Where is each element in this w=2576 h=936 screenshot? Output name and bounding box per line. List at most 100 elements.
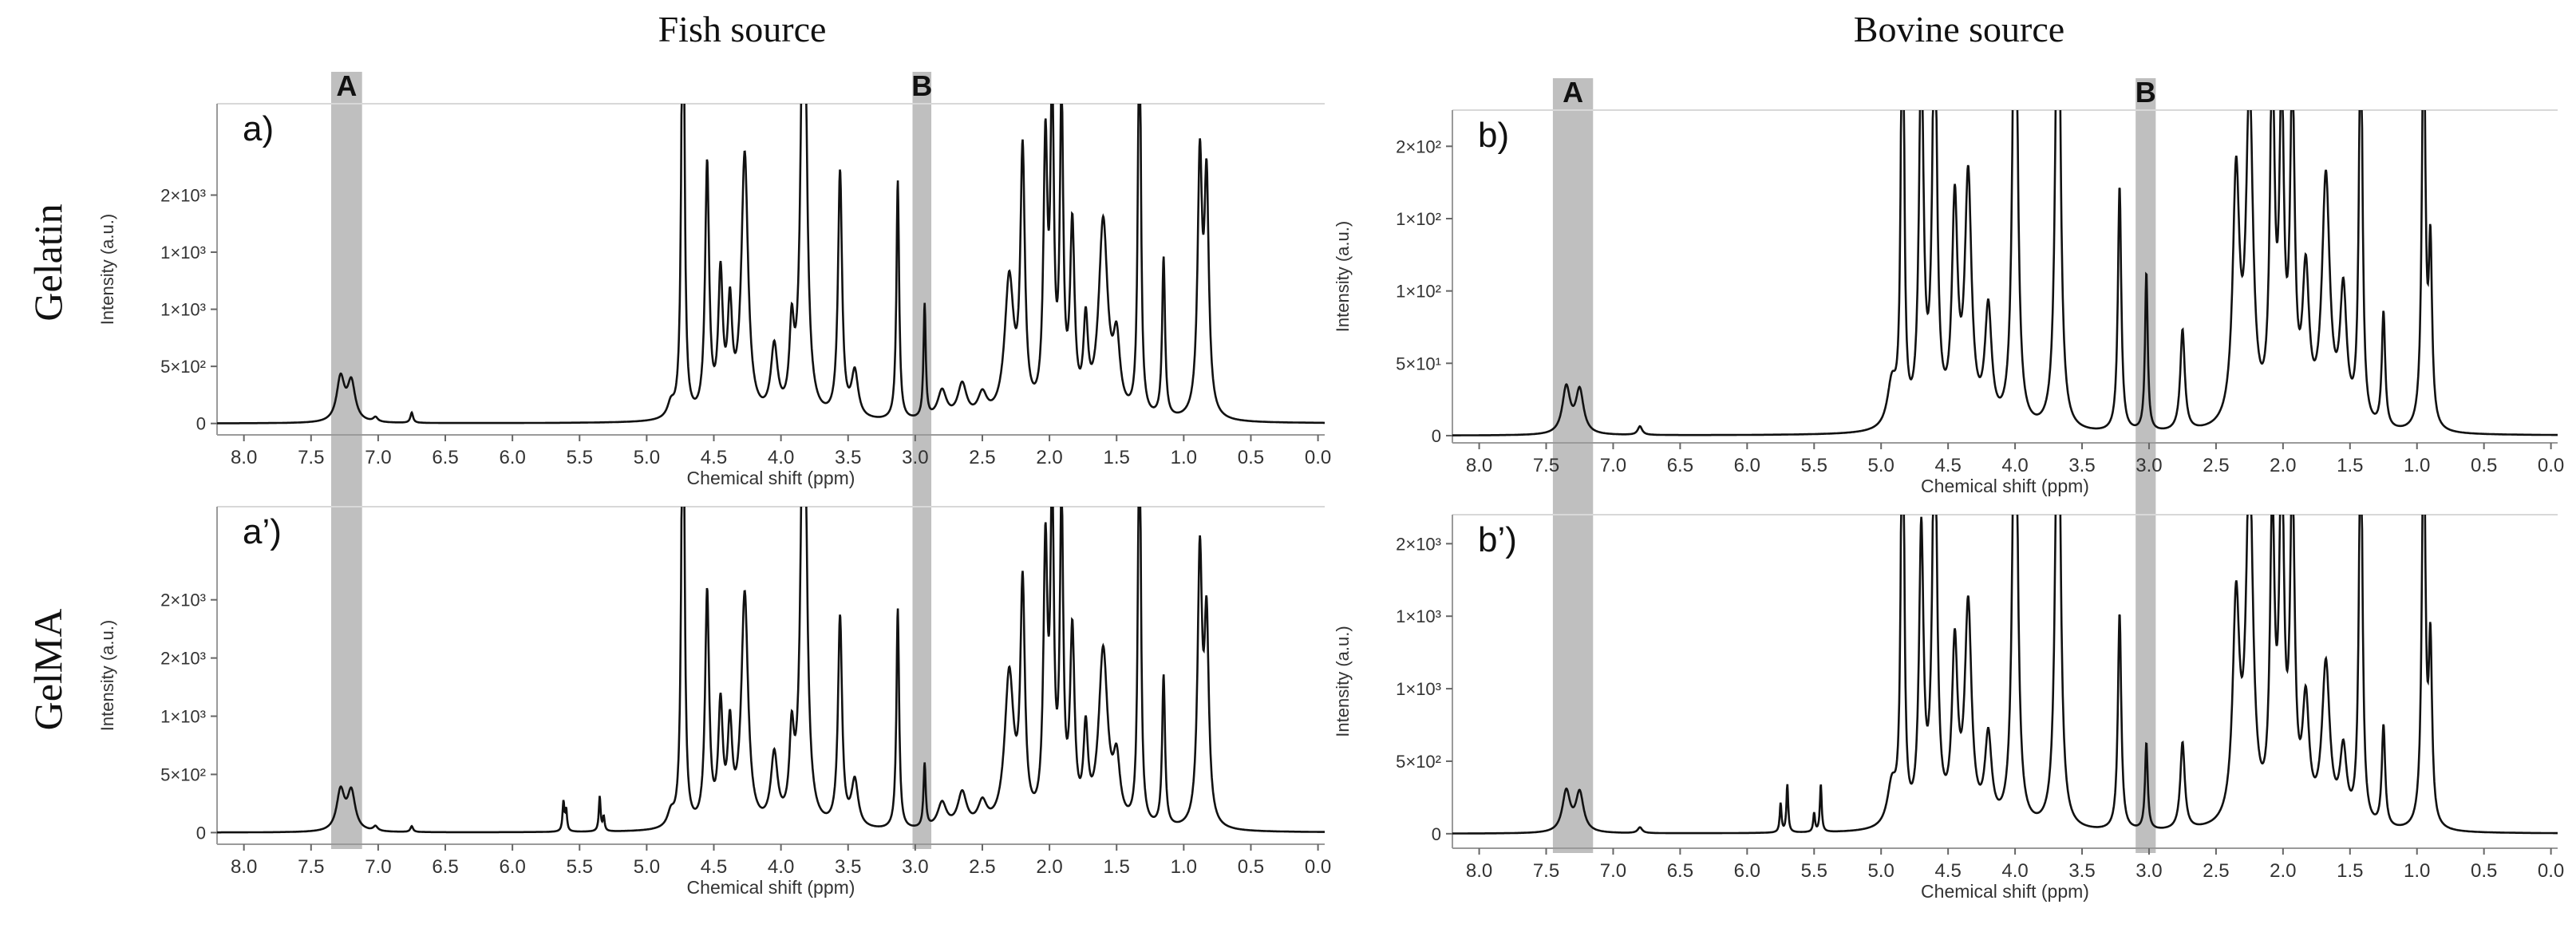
x-tick-label: 2.5: [2203, 860, 2229, 882]
x-tick-label: 5.5: [567, 447, 593, 468]
x-tick-label: 7.0: [1600, 455, 1626, 476]
x-tick-label: 8.0: [1466, 860, 1492, 882]
y-axis-label: Intensity (a.u.): [1333, 626, 1353, 737]
y-tick-label: 1×10²: [1396, 209, 1441, 229]
x-tick-label: 0.5: [2471, 860, 2497, 882]
x-tick-label: 0.0: [2538, 455, 2564, 476]
x-tick-label: 5.0: [634, 447, 660, 468]
y-tick-label: 5×10²: [1396, 752, 1441, 772]
x-tick-label: 1.0: [1171, 856, 1197, 878]
x-tick-label: 4.5: [1934, 860, 1961, 882]
highlight-label-b: B: [2135, 76, 2156, 109]
x-tick-label: 6.5: [1667, 860, 1693, 882]
x-tick-label: 1.5: [2337, 860, 2363, 882]
y-tick-label: 0: [196, 414, 206, 434]
x-tick-label: 1.0: [2404, 455, 2430, 476]
y-tick-label: 5×10²: [160, 357, 206, 377]
panel-label: a): [243, 109, 274, 148]
highlight-band-b: [912, 72, 932, 849]
x-tick-label: 8.0: [231, 447, 257, 468]
x-tick-label: 3.0: [2135, 860, 2162, 882]
y-axis-label: Intensity (a.u.): [97, 214, 117, 325]
x-tick-label: 6.5: [1667, 455, 1693, 476]
x-tick-label: 4.5: [701, 447, 727, 468]
x-tick-label: 2.5: [969, 447, 995, 468]
x-tick-label: 4.5: [701, 856, 727, 878]
x-tick-label: 4.5: [1934, 455, 1961, 476]
highlight-label-a: A: [336, 69, 357, 102]
y-tick-label: 2×10³: [160, 185, 206, 205]
y-tick-label: 1×10³: [160, 707, 206, 727]
x-tick-label: 3.5: [2068, 455, 2095, 476]
spectrum-panel-3: 8.0 7.5 7.0 6.5 6.0 5.5 5.0 4.5 4.0 3.5 3.0 2.5 2.0 1…: [97, 506, 1331, 898]
x-tick-label: 7.5: [298, 856, 324, 878]
x-tick-label: 8.0: [1466, 455, 1492, 476]
x-tick-label: 6.0: [499, 856, 525, 878]
x-tick-label: 2.5: [969, 856, 995, 878]
y-tick-label: 2×10³: [160, 590, 206, 610]
y-tick-label: 2×10³: [160, 649, 206, 669]
y-tick-label: 5×10²: [160, 764, 206, 784]
x-tick-label: 2.0: [2270, 455, 2296, 476]
x-tick-label: 3.5: [835, 447, 861, 468]
y-axis-label: Intensity (a.u.): [1333, 221, 1353, 332]
x-tick-label: 2.0: [1036, 856, 1062, 878]
x-tick-label: 0.0: [2538, 860, 2564, 882]
y-tick-label: 0: [1432, 426, 1441, 446]
x-tick-label: 6.0: [1734, 455, 1760, 476]
y-axis-label: Intensity (a.u.): [97, 620, 117, 731]
x-tick-label: 7.5: [298, 447, 324, 468]
spectrum-line: [1452, 515, 2558, 835]
x-tick-label: 5.5: [1801, 455, 1827, 476]
highlight-label-a: A: [1563, 76, 1583, 109]
spectrum-panel-1: 8.0 7.5 7.0 6.5 6.0 5.5 5.0 4.5 4.0 3.5 3.0 2.5 2.0 1…: [97, 103, 1331, 488]
highlight-band-b: [2135, 78, 2156, 853]
x-tick-label: 1.0: [1171, 447, 1197, 468]
x-tick-label: 8.0: [231, 856, 257, 878]
y-tick-label: 5×10¹: [1396, 353, 1441, 373]
x-tick-label: 4.0: [2001, 860, 2028, 882]
column-title-fish: Fish source: [658, 9, 827, 49]
x-tick-label: 0.0: [1305, 447, 1331, 468]
highlight-band-a: [1552, 78, 1594, 853]
spectrum-panel-4: 8.0 7.5 7.0 6.5 6.0 5.5 5.0 4.5 4.0 3.5 3.0 2.5 2.0 1…: [1333, 514, 2564, 902]
x-tick-label: 1.5: [2337, 455, 2363, 476]
x-tick-label: 2.5: [2203, 455, 2229, 476]
panel-label: b’): [1478, 520, 1517, 559]
x-tick-label: 5.0: [1868, 860, 1894, 882]
x-tick-label: 7.0: [365, 856, 391, 878]
x-tick-label: 5.0: [634, 856, 660, 878]
x-tick-label: 6.0: [499, 447, 525, 468]
x-axis-label: Chemical shift (ppm): [1921, 476, 2089, 496]
highlight-band-a: [331, 72, 362, 849]
y-tick-label: 2×10³: [1396, 534, 1441, 554]
x-tick-label: 6.5: [432, 856, 458, 878]
y-tick-label: 1×10³: [1396, 679, 1441, 699]
column-title-bovine: Bovine source: [1853, 9, 2065, 49]
x-tick-label: 6.0: [1734, 860, 1760, 882]
x-tick-label: 4.0: [768, 447, 794, 468]
x-tick-label: 5.0: [1868, 455, 1894, 476]
y-tick-label: 2×10²: [1396, 136, 1441, 156]
x-tick-label: 6.5: [432, 447, 458, 468]
x-tick-label: 1.5: [1104, 856, 1130, 878]
x-tick-label: 3.5: [2068, 860, 2095, 882]
spectrum-line: [1452, 110, 2558, 436]
y-tick-label: 1×10³: [1396, 606, 1441, 626]
x-tick-label: 2.0: [2270, 860, 2296, 882]
y-tick-label: 0: [196, 823, 206, 843]
x-tick-label: 3.0: [902, 447, 928, 468]
x-tick-label: 5.5: [1801, 860, 1827, 882]
x-tick-label: 0.5: [1238, 447, 1264, 468]
x-axis-label: Chemical shift (ppm): [687, 877, 855, 898]
x-tick-label: 7.0: [1600, 860, 1626, 882]
spectrum-line: [217, 104, 1325, 425]
x-tick-label: 3.0: [2135, 455, 2162, 476]
x-tick-label: 4.0: [2001, 455, 2028, 476]
x-tick-label: 0.0: [1305, 856, 1331, 878]
y-tick-label: 0: [1432, 824, 1441, 844]
x-tick-label: 3.5: [835, 856, 861, 878]
x-axis-label: Chemical shift (ppm): [1921, 881, 2089, 902]
x-tick-label: 2.0: [1036, 447, 1062, 468]
